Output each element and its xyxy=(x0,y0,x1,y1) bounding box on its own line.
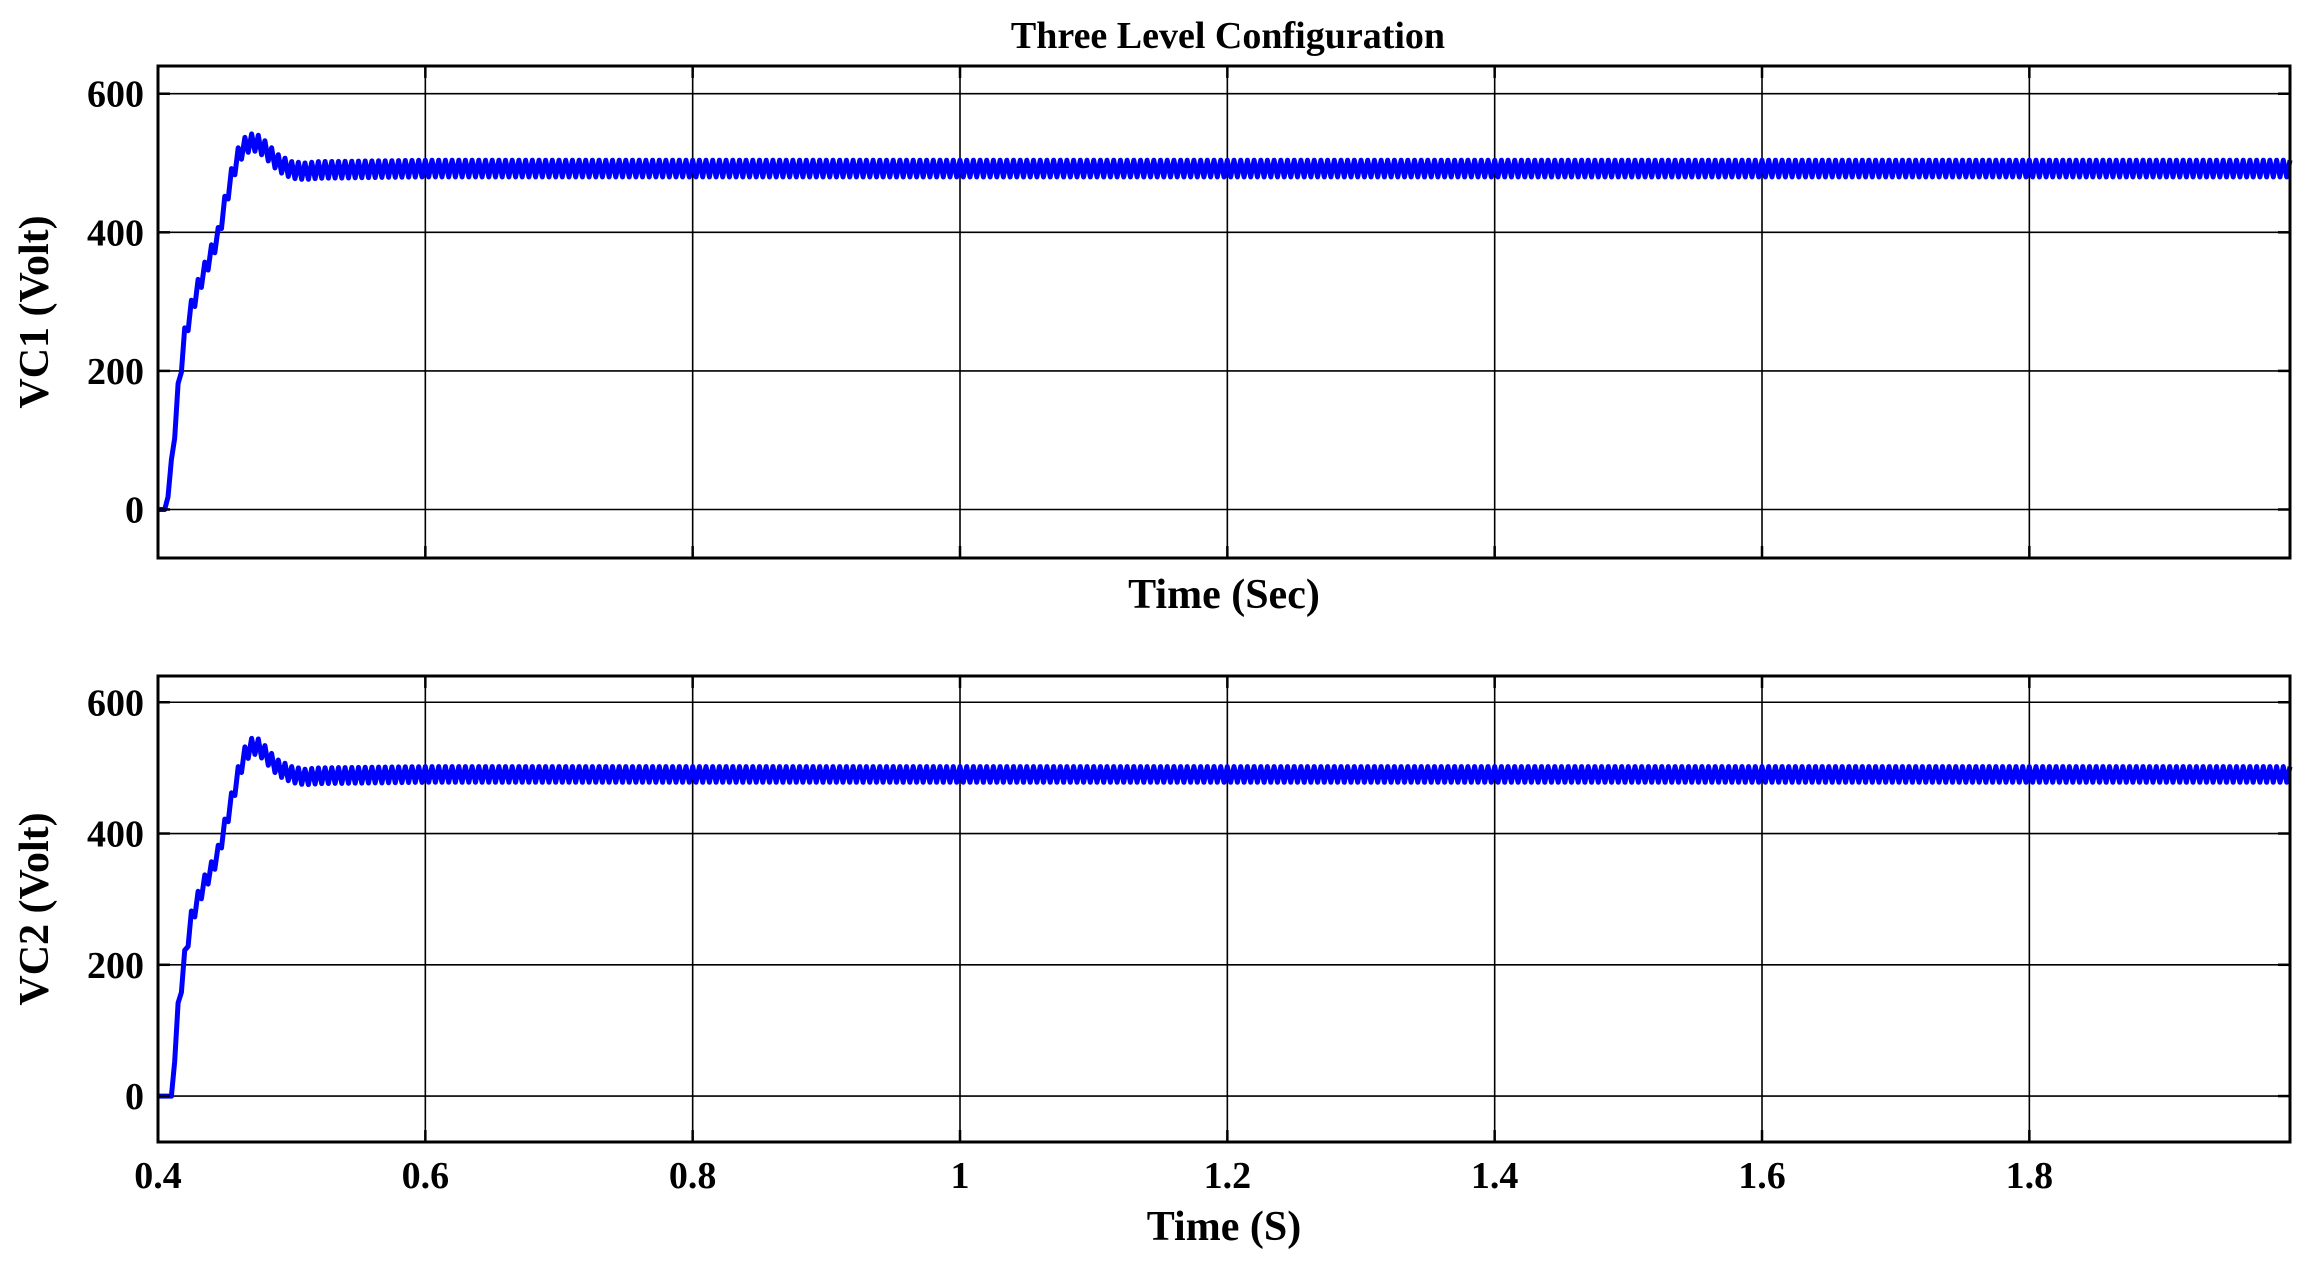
vc2-y-tick-label: 200 xyxy=(87,945,144,987)
vc2-x-axis-label: Time (S) xyxy=(1147,1204,1301,1250)
vc1-ticks: 0 200 400 600 xyxy=(87,66,2290,558)
vc2-ticks: 0.4 0.6 0.8 1 1.2 1.4 1.6 1.8 0 200 400 600 xyxy=(87,676,2290,1197)
vc1-axes-frame xyxy=(156,64,2292,560)
vc2-y-tick-label: 400 xyxy=(87,814,144,856)
vc1-x-axis-label: Time (Sec) xyxy=(1128,572,1320,618)
vc2-x-tick-label: 0.4 xyxy=(134,1155,182,1197)
vc2-y-axis-label: VC2 (Volt) xyxy=(12,812,58,1005)
vc1-y-tick-label: 400 xyxy=(87,212,144,254)
vc2-plot: 0.4 0.6 0.8 1 1.2 1.4 1.6 1.8 0 200 400 600 Time (S… xyxy=(12,674,2293,1250)
vc1-series-line xyxy=(158,131,2293,512)
vc2-x-tick-label: 0.6 xyxy=(402,1155,450,1197)
vc2-x-tick-label: 1 xyxy=(951,1155,970,1197)
vc1-y-tick-label: 600 xyxy=(87,74,144,116)
vc2-series-line xyxy=(158,735,2293,1099)
vc2-gridlines xyxy=(157,676,2290,1142)
vc2-x-tick-label: 0.8 xyxy=(669,1155,717,1197)
vc2-x-tick-label: 1.4 xyxy=(1471,1155,1519,1197)
vc2-x-tick-label: 1.6 xyxy=(1738,1155,1786,1197)
vc2-x-tick-label: 1.2 xyxy=(1204,1155,1252,1197)
vc1-plot: 0 200 400 600 Time (Sec) VC1 (Volt) xyxy=(12,64,2293,618)
vc1-y-tick-label: 0 xyxy=(125,489,144,531)
vc1-gridlines xyxy=(157,66,2290,558)
vc2-x-tick-label: 1.8 xyxy=(2006,1155,2054,1197)
vc2-y-tick-label: 600 xyxy=(87,682,144,724)
vc2-y-tick-label: 0 xyxy=(125,1076,144,1118)
vc1-y-tick-label: 200 xyxy=(87,351,144,393)
vc2-series xyxy=(158,735,2293,1099)
vc2-axes-frame xyxy=(156,674,2292,1144)
vc1-y-axis-label: VC1 (Volt) xyxy=(12,215,58,408)
vc1-series xyxy=(158,131,2293,512)
chart-title: Three Level Configuration xyxy=(1011,15,1445,57)
